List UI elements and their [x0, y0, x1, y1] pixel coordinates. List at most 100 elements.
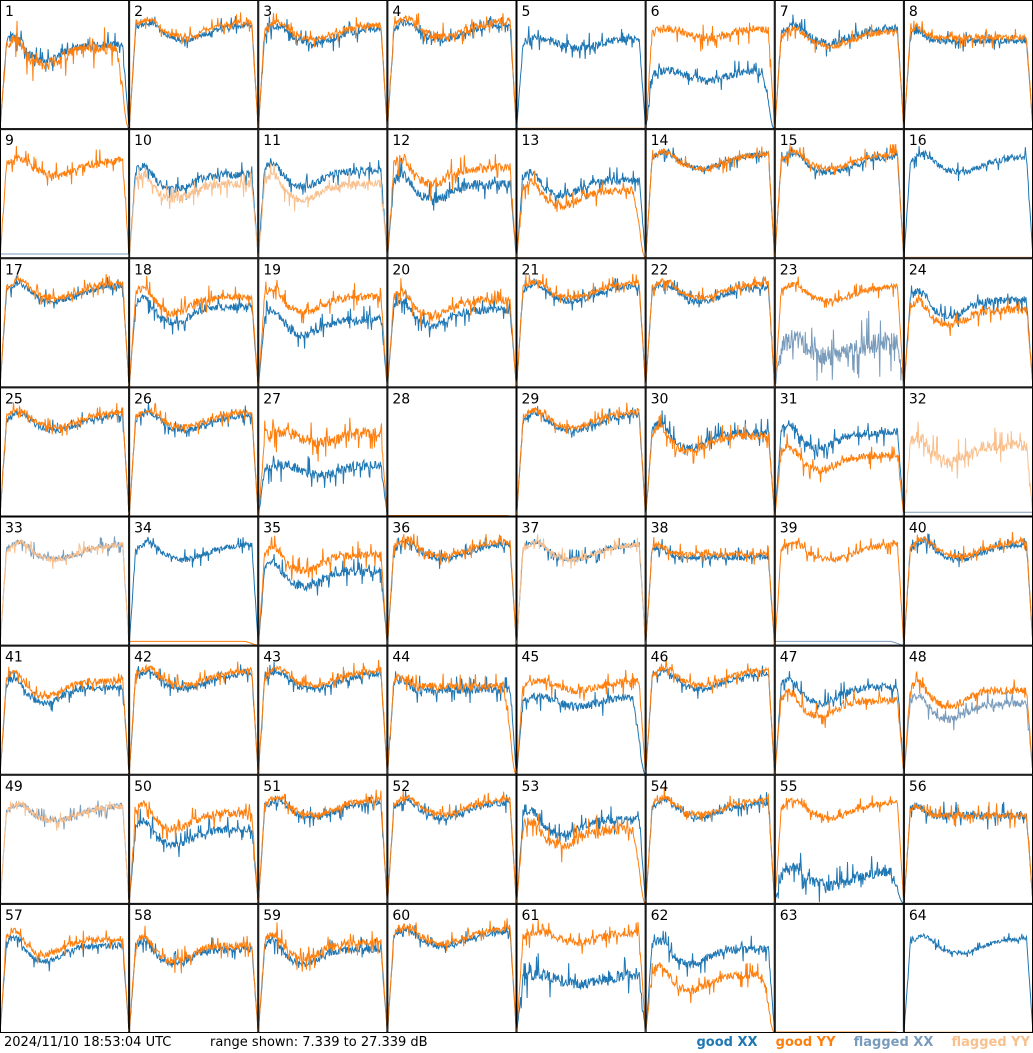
panel-26-good-xx-line	[128, 402, 259, 515]
panel-10-good-xx-line	[128, 162, 259, 257]
panel-49-frame	[0, 774, 130, 904]
panel-62-good-xx-line	[645, 930, 776, 1032]
panel-4-frame	[387, 0, 517, 130]
panel-32: 32	[903, 387, 1033, 517]
panel-15-frame	[774, 129, 904, 259]
panel-60-label: 60	[392, 908, 410, 924]
panel-7-frame	[774, 0, 904, 130]
panel-48-good-yy-line	[903, 670, 1033, 774]
panel-43-frame	[258, 645, 388, 775]
panel-37-label: 37	[522, 521, 540, 537]
panel-27: 27	[257, 387, 388, 517]
panel-36-label: 36	[392, 521, 410, 537]
panel-61-frame	[516, 903, 646, 1033]
panel-41-good-xx-line	[0, 670, 130, 774]
panel-53-label: 53	[522, 779, 540, 795]
panel-32-flagged-yy-line	[903, 421, 1033, 516]
panel-27-good-xx-line	[257, 455, 388, 516]
panel-61-good-yy-line	[516, 919, 647, 1032]
panel-18-good-xx-line	[128, 293, 259, 386]
panel-12-label: 12	[392, 133, 410, 149]
panel-43-good-xx-line	[257, 661, 388, 773]
panel-62: 62	[645, 903, 776, 1033]
panel-7-label: 7	[780, 4, 789, 20]
panel-14-label: 14	[651, 133, 669, 149]
panel-6-good-xx-line	[645, 60, 775, 130]
panel-38-good-xx-line	[645, 538, 776, 644]
panel-41-label: 41	[5, 650, 23, 666]
panel-5-label: 5	[522, 4, 531, 20]
panel-58-frame	[129, 903, 259, 1033]
panel-1: 1	[0, 0, 130, 130]
panel-42: 42	[128, 645, 259, 775]
panel-38-good-yy-line	[645, 536, 776, 644]
panel-14-good-yy-line	[645, 146, 776, 257]
panel-45: 45	[516, 645, 647, 776]
panel-50-good-xx-line	[128, 808, 259, 903]
panel-10: 10	[128, 129, 259, 259]
panel-21: 21	[516, 258, 647, 388]
panel-57-label: 57	[5, 908, 23, 924]
legend-flagged-yy: flagged YY	[951, 1035, 1031, 1050]
panel-51: 51	[257, 774, 388, 904]
panel-46-frame	[645, 645, 775, 775]
panel-23-frame	[774, 258, 904, 388]
panel-34: 34	[128, 516, 259, 647]
panel-8-frame	[903, 0, 1033, 130]
panel-3-good-yy-line	[257, 12, 388, 128]
panel-24: 24	[903, 258, 1033, 388]
panel-61-good-xx-line	[516, 953, 647, 1033]
panel-12-good-yy-line	[386, 153, 517, 257]
panel-59-good-yy-line	[257, 922, 388, 1032]
panel-2-good-xx-line	[128, 16, 259, 128]
panel-23-label: 23	[780, 262, 798, 278]
panel-22-good-yy-line	[645, 276, 776, 386]
panel-52: 52	[386, 774, 517, 904]
panel-7-good-yy-line	[774, 24, 905, 128]
panel-49-flagged-xx-line	[0, 800, 130, 903]
panel-40-good-xx-line	[903, 533, 1033, 644]
panel-18-label: 18	[134, 262, 152, 278]
panel-54: 54	[645, 774, 776, 904]
panel-9-good-yy-line	[0, 145, 130, 257]
panel-54-good-xx-line	[645, 792, 776, 903]
panel-14-good-xx-line	[645, 147, 776, 257]
panel-5: 5	[516, 0, 647, 130]
panel-26-label: 26	[134, 391, 152, 407]
panel-50-good-yy-line	[128, 799, 259, 903]
panel-18: 18	[128, 258, 259, 388]
panel-21-frame	[516, 258, 646, 388]
panel-47-good-xx-line	[774, 671, 905, 774]
panel-22-good-xx-line	[645, 277, 776, 386]
panel-45-frame	[516, 645, 646, 775]
panel-38-label: 38	[651, 521, 669, 537]
panel-55-good-yy-line	[774, 795, 905, 903]
panel-32-label: 32	[909, 391, 927, 407]
panel-24-good-yy-line	[903, 294, 1033, 386]
panel-45-label: 45	[522, 650, 540, 666]
panel-11-label: 11	[263, 133, 281, 149]
panel-59-frame	[258, 903, 388, 1033]
panel-23-flagged-xx-line	[774, 310, 905, 387]
panel-31-good-xx-line	[774, 420, 905, 515]
panel-1-good-yy-line	[0, 20, 130, 130]
panel-51-good-yy-line	[257, 789, 388, 903]
panel-35-good-xx-line	[257, 554, 388, 645]
panel-58-label: 58	[134, 908, 152, 924]
panel-47-label: 47	[780, 650, 798, 666]
panel-36-good-yy-line	[386, 533, 517, 644]
panel-6-label: 6	[651, 4, 660, 20]
panel-53: 53	[516, 774, 647, 905]
panel-20-good-xx-line	[386, 291, 517, 386]
panel-51-label: 51	[263, 779, 281, 795]
panel-27-label: 27	[263, 391, 281, 407]
panel-39-good-yy-line	[774, 537, 905, 644]
panel-58-good-yy-line	[128, 925, 259, 1032]
panel-29-good-xx-line	[516, 405, 647, 515]
panel-25-label: 25	[5, 391, 23, 407]
panel-5-good-xx-line	[516, 26, 647, 128]
legend-good-xx: good XX	[696, 1035, 758, 1050]
panel-50-label: 50	[134, 779, 152, 795]
panel-52-good-yy-line	[386, 790, 517, 903]
